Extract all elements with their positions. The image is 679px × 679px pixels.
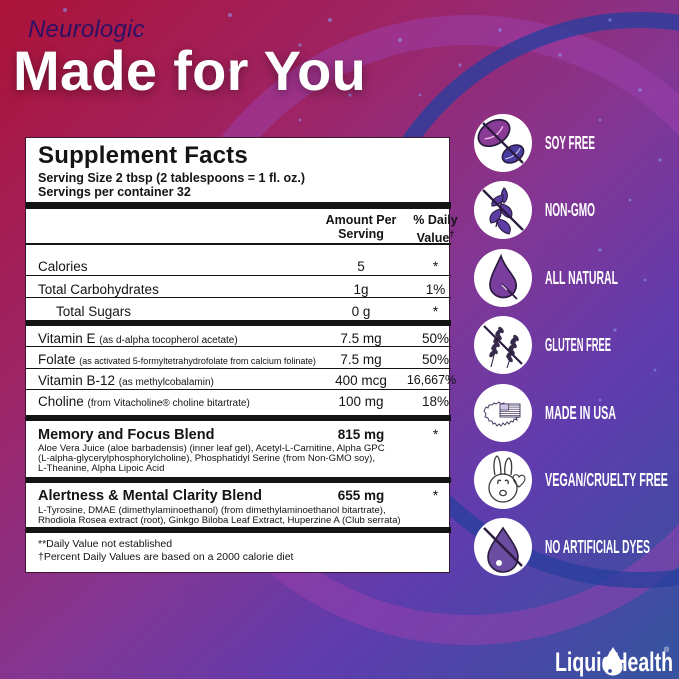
svg-text:MADE IN USA: MADE IN USA — [545, 403, 616, 423]
svg-text:VEGAN/CRUELTY FREE: VEGAN/CRUELTY FREE — [545, 470, 668, 490]
svg-text:NO ARTIFICIAL DYES: NO ARTIFICIAL DYES — [545, 537, 650, 557]
svg-text:NON-GMO: NON-GMO — [545, 200, 595, 220]
svg-text:®: ® — [664, 646, 670, 654]
svg-text:SOY FREE: SOY FREE — [545, 133, 595, 153]
svg-text:GLUTEN FREE: GLUTEN FREE — [545, 335, 611, 355]
svg-text:ALL NATURAL: ALL NATURAL — [545, 268, 618, 288]
